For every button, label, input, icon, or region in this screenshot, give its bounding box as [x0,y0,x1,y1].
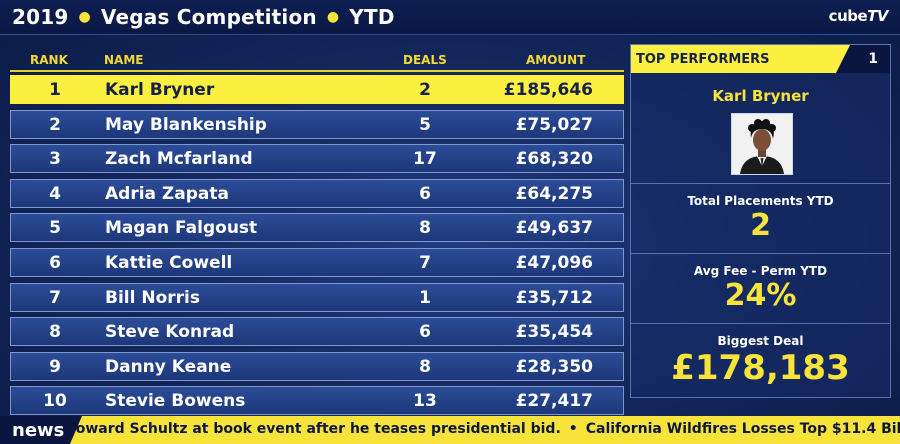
stat-value: 24% [724,278,797,313]
table-row: 7 Bill Norris 1 £35,712 [10,282,624,312]
top-performers-title: TOP PERFORMERS [636,52,770,67]
stat-label: Avg Fee - Perm YTD [693,264,828,278]
title-period: YTD [349,5,395,29]
rank-cell: 6 [49,252,61,273]
rank-cell: 9 [49,356,61,377]
rank-cell: 5 [49,218,61,239]
table-row: 1 Karl Bryner 2 £185,646 [10,75,624,104]
leaderboard-header: RANK NAME DEALS AMOUNT [10,52,624,72]
rank-cell: 4 [49,183,61,204]
table-row: 4 Adria Zapata 6 £64,275 [10,178,624,208]
stat-label: Total Placements YTD [687,194,834,208]
ticker-item: Howard Schultz at book event after he te… [64,421,561,437]
logo-tv-text: TV [867,7,888,25]
title-year: 2019 [12,5,69,29]
deals-cell: 8 [419,218,431,239]
table-row: 5 Magan Falgoust 8 £49,637 [10,213,624,243]
name-cell: Karl Bryner [105,80,215,100]
deals-cell: 7 [419,252,431,273]
ticker-item: California Wildfires Losses Top $11.4 Bi… [585,421,900,437]
amount-cell: £49,637 [515,218,593,239]
stat-total-placements: Total Placements YTD 2 [631,183,890,254]
name-cell: Danny Keane [105,356,232,377]
name-cell: May Blankenship [105,114,267,135]
rank-cell: 8 [49,322,61,343]
rank-cell: 10 [43,391,67,412]
page-title: 2019 ● Vegas Competition ● YTD [0,5,395,29]
deals-cell: 5 [419,114,431,135]
deals-cell: 17 [413,149,437,170]
deals-cell: 1 [419,287,431,308]
table-row: 3 Zach Mcfarland 17 £68,320 [10,144,624,174]
performer-page-indicator: 1 [836,45,890,73]
person-avatar-icon [732,114,792,174]
column-header-amount: AMOUNT [526,53,586,67]
name-cell: Bill Norris [105,287,200,308]
deals-cell: 6 [419,183,431,204]
deals-cell: 8 [419,356,431,377]
title-separator-dot: ● [78,9,91,25]
rank-cell: 7 [49,287,61,308]
stat-avg-fee: Avg Fee - Perm YTD 24% [631,253,890,324]
header-bar: 2019 ● Vegas Competition ● YTD cubeTV [0,0,900,35]
news-ticker: news Howard Schultz at book event after … [0,416,900,444]
news-tag: news [0,416,82,444]
column-header-deals: DEALS [403,53,447,67]
ticker-separator-dot: • [568,421,578,437]
ticker-text: Howard Schultz at book event after he te… [64,421,900,437]
name-cell: Steve Konrad [105,322,235,343]
deals-cell: 6 [419,322,431,343]
top-performers-panel: TOP PERFORMERS 1 Karl Bryner Total Place… [630,44,891,398]
performer-name: Karl Bryner [712,87,809,105]
stat-value: £178,183 [671,348,850,388]
title-separator-dot: ● [326,9,340,25]
logo-main-text: cube [828,7,868,25]
amount-cell: £47,096 [515,252,593,273]
column-header-rank: RANK [30,53,68,67]
rank-cell: 2 [49,114,61,135]
table-row: 9 Danny Keane 8 £28,350 [10,351,624,381]
deals-cell: 2 [419,80,431,100]
name-cell: Zach Mcfarland [105,149,253,170]
name-cell: Stevie Bowens [105,391,246,412]
amount-cell: £27,417 [515,391,593,412]
rank-cell: 3 [49,149,61,170]
top-performers-header: TOP PERFORMERS 1 [631,45,890,73]
rank-cell: 1 [49,80,61,100]
name-cell: Adria Zapata [105,183,229,204]
amount-cell: £64,275 [515,183,593,204]
leaderboard-table: 1 Karl Bryner 2 £185,646 2 May Blankensh… [10,75,624,421]
name-cell: Magan Falgoust [105,218,258,239]
amount-cell: £35,454 [515,322,593,343]
table-row: 2 May Blankenship 5 £75,027 [10,109,624,139]
stat-biggest-deal: Biggest Deal £178,183 [631,323,890,397]
table-row: 6 Kattie Cowell 7 £47,096 [10,247,624,277]
stat-label: Biggest Deal [717,334,804,348]
amount-cell: £68,320 [515,149,593,170]
stat-value: 2 [750,208,771,243]
amount-cell: £35,712 [515,287,593,308]
column-header-name: NAME [104,53,144,67]
brand-logo: cubeTV [828,7,889,25]
amount-cell: £185,646 [503,80,593,100]
performer-photo [731,113,793,175]
amount-cell: £28,350 [515,356,593,377]
name-cell: Kattie Cowell [105,252,233,273]
title-competition: Vegas Competition [100,5,317,29]
deals-cell: 13 [413,391,437,412]
table-row: 10 Stevie Bowens 13 £27,417 [10,386,624,416]
amount-cell: £75,027 [515,114,593,135]
table-row: 8 Steve Konrad 6 £35,454 [10,317,624,347]
